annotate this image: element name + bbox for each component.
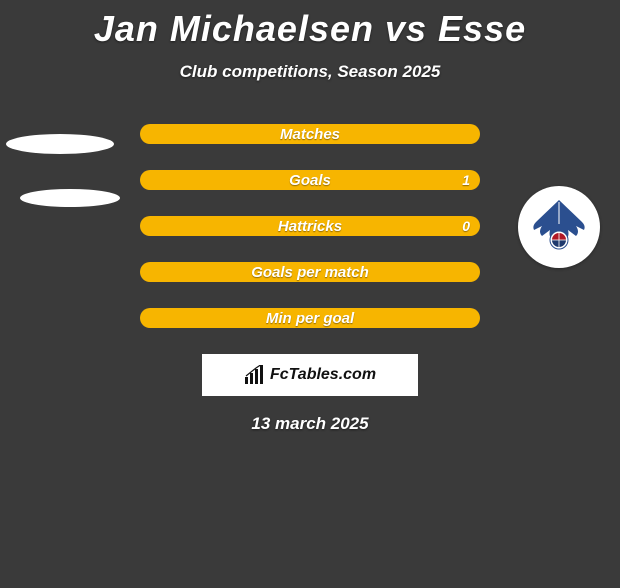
bar-value: 0 (462, 218, 470, 234)
bar-row: Goals 1 (0, 170, 620, 190)
bar-row: Goals per match (0, 262, 620, 282)
brand-text: FcTables.com (270, 366, 376, 384)
bar-value: 1 (462, 172, 470, 188)
bar-label: Min per goal (266, 310, 354, 327)
date-text: 13 march 2025 (0, 414, 620, 434)
bar-label: Hattricks (278, 218, 342, 235)
club-crest (518, 186, 600, 268)
bar-goals: Goals 1 (140, 170, 480, 190)
eagle-icon (524, 192, 594, 262)
subtitle: Club competitions, Season 2025 (0, 62, 620, 82)
bars-icon (244, 365, 266, 385)
bar-hattricks: Hattricks 0 (140, 216, 480, 236)
bar-row: Min per goal (0, 308, 620, 328)
bar-goals-per-match: Goals per match (140, 262, 480, 282)
bar-label: Goals (289, 172, 331, 189)
bar-matches: Matches (140, 124, 480, 144)
page-title: Jan Michaelsen vs Esse (0, 8, 620, 50)
bar-min-per-goal: Min per goal (140, 308, 480, 328)
bar-row: Matches (0, 124, 620, 144)
brand-box: FcTables.com (202, 354, 418, 396)
bar-label: Matches (280, 126, 340, 143)
bar-label: Goals per match (251, 264, 369, 281)
